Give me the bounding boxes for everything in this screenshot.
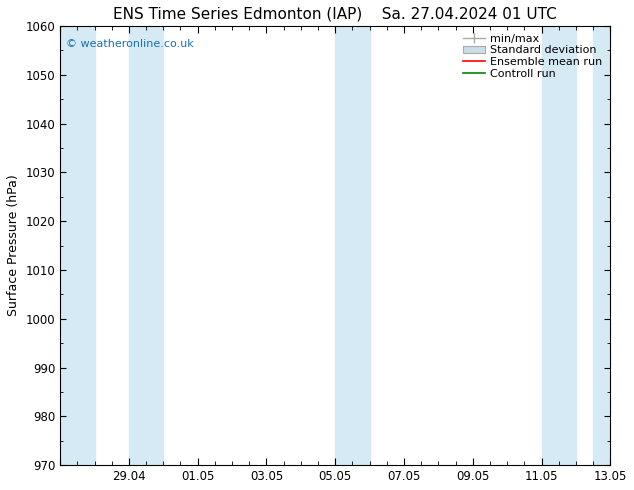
Legend: min/max, Standard deviation, Ensemble mean run, Controll run: min/max, Standard deviation, Ensemble me… xyxy=(460,31,605,81)
Text: © weatheronline.co.uk: © weatheronline.co.uk xyxy=(65,39,193,49)
Bar xyxy=(335,26,370,465)
Bar xyxy=(60,26,94,465)
Bar xyxy=(129,26,164,465)
Y-axis label: Surface Pressure (hPa): Surface Pressure (hPa) xyxy=(7,174,20,317)
Bar xyxy=(541,26,576,465)
Title: ENS Time Series Edmonton (IAP)    Sa. 27.04.2024 01 UTC: ENS Time Series Edmonton (IAP) Sa. 27.04… xyxy=(113,7,557,22)
Bar xyxy=(593,26,611,465)
